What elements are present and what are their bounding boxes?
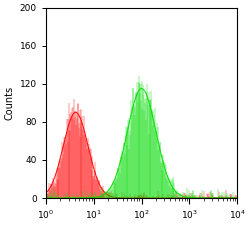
Y-axis label: Counts: Counts [4, 86, 14, 120]
